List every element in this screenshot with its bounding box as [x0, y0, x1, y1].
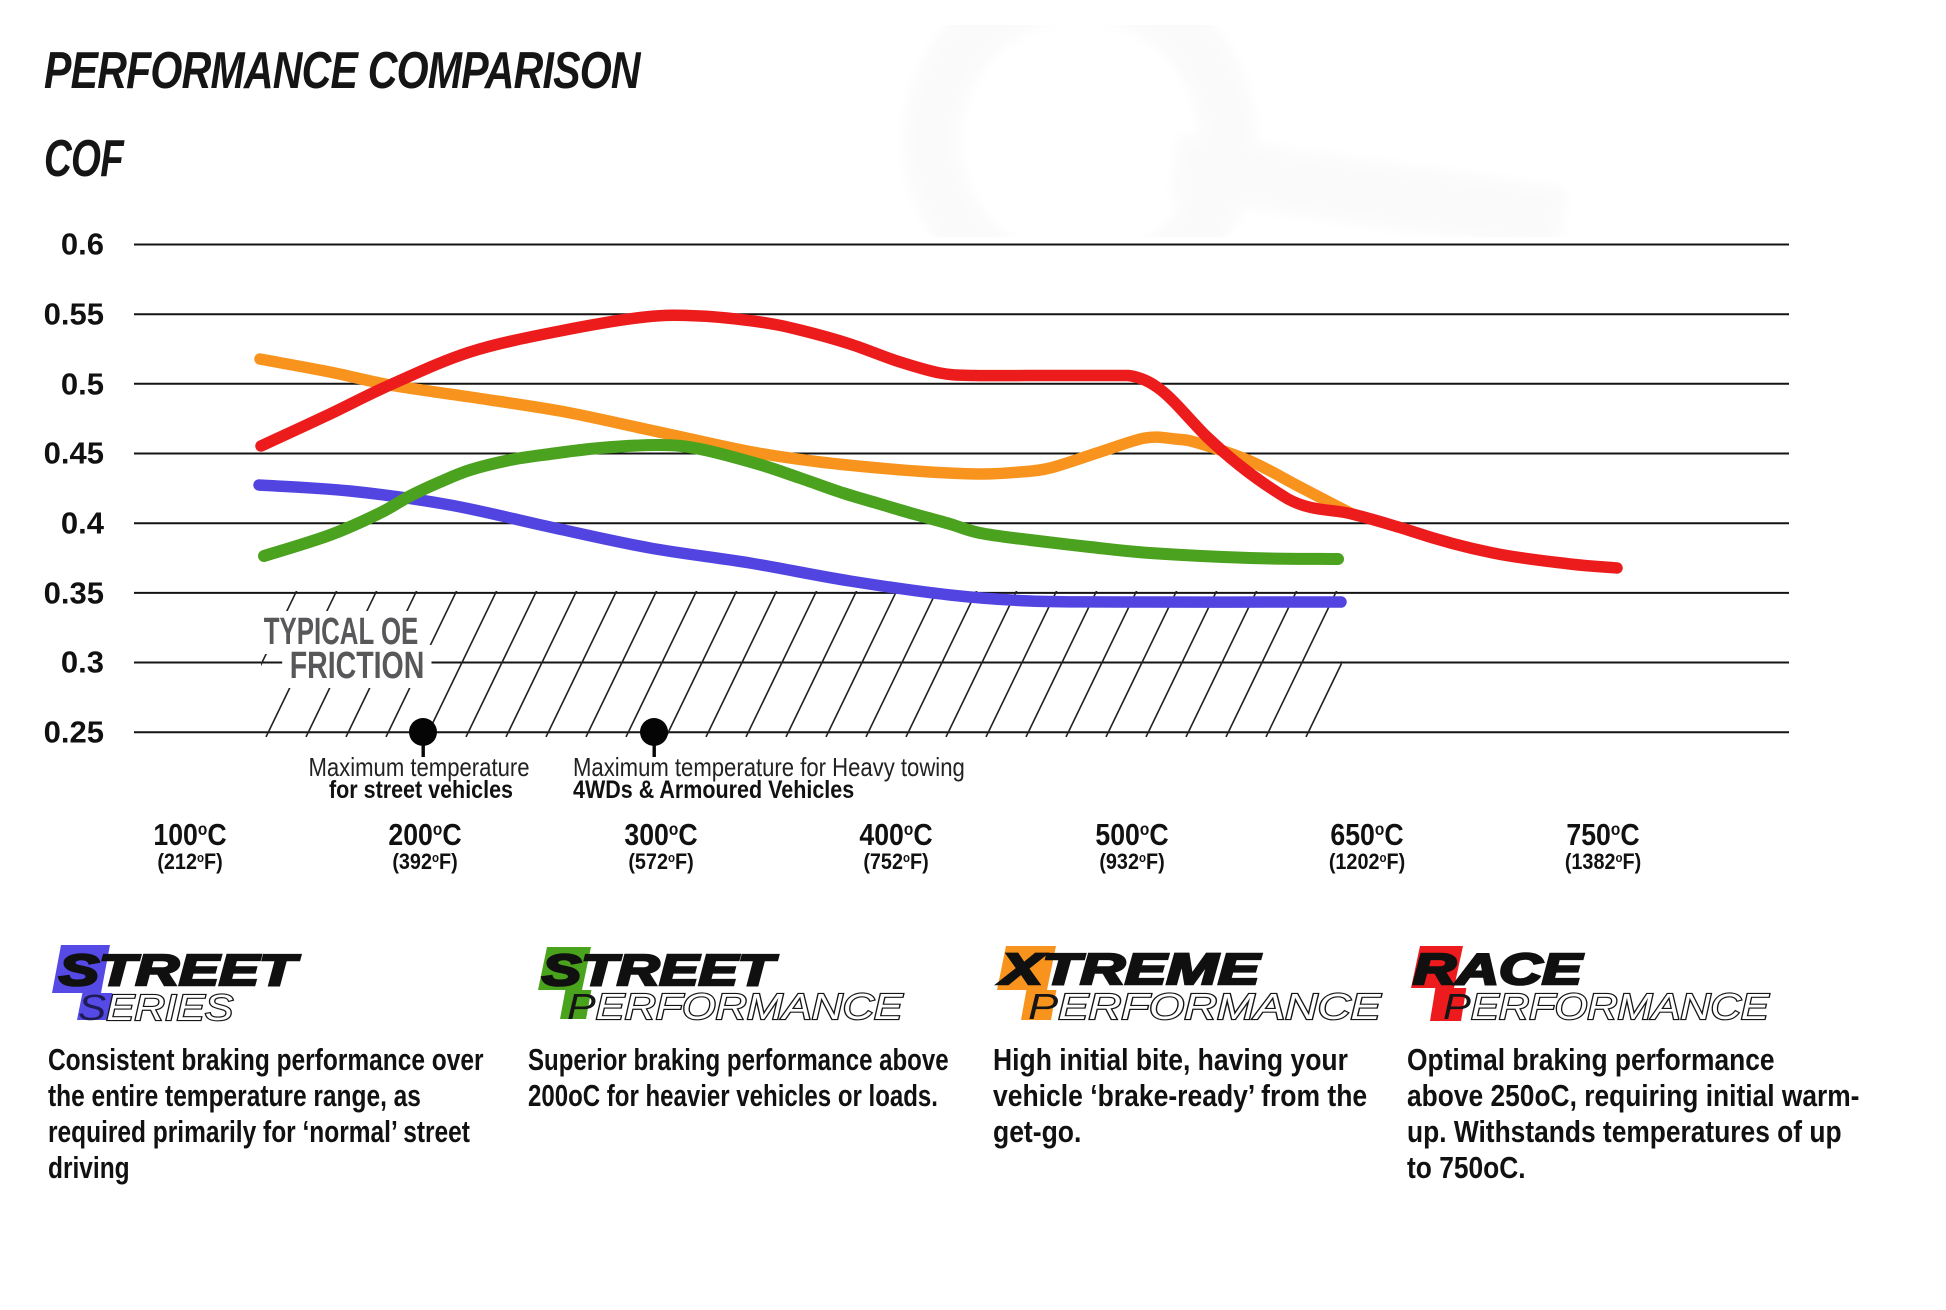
svg-text:STREET: STREET [542, 945, 779, 994]
svg-text:XTREME: XTREME [998, 945, 1262, 994]
svg-text:RACE: RACE [1413, 945, 1584, 994]
svg-text:PERFORMANCE: PERFORMANCE [567, 987, 903, 1027]
svg-text:STREET: STREET [59, 946, 300, 995]
svg-text:PERFORMANCE: PERFORMANCE [1443, 988, 1770, 1028]
svg-text:SERIES: SERIES [78, 988, 233, 1028]
svg-text:PERFORMANCE: PERFORMANCE [1028, 986, 1382, 1026]
